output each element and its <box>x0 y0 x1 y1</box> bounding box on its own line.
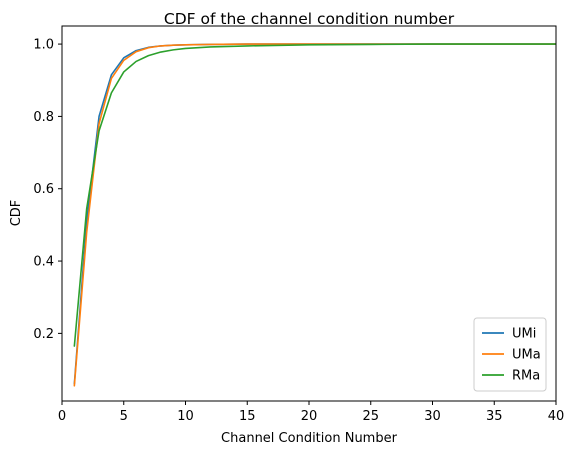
y-tick-label: 0.8 <box>33 110 54 125</box>
series-line-rma <box>73 43 556 347</box>
y-tick-label: 0.6 <box>33 182 54 197</box>
x-tick-label: 30 <box>424 409 441 424</box>
x-tick-label: 15 <box>239 409 256 424</box>
chart-title: CDF of the channel condition number <box>164 10 455 28</box>
x-tick-label: 40 <box>548 409 565 424</box>
x-tick-label: 35 <box>486 409 503 424</box>
x-tick-label: 10 <box>177 409 194 424</box>
x-axis-label: Channel Condition Number <box>221 431 398 446</box>
legend-label-rma: RMa <box>512 369 540 384</box>
axis-ticks: 0 5 10 15 20 25 30 35 40 0.2 0.4 0.6 0.8 1.0 <box>33 38 564 424</box>
y-axis-label: CDF <box>9 200 24 227</box>
legend-label-uma: UMa <box>512 348 541 363</box>
legend-frame <box>473 317 547 392</box>
x-tick-label: 0 <box>58 409 66 424</box>
x-tick-label: 5 <box>120 409 128 424</box>
legend: UMi UMa RMa <box>473 317 547 392</box>
y-tick-label: 0.2 <box>33 327 54 342</box>
x-tick-label: 25 <box>362 409 379 424</box>
y-tick-label: 0.4 <box>33 255 54 270</box>
y-tick-label: 1.0 <box>33 38 54 53</box>
plot-area <box>73 43 556 387</box>
x-tick-label: 20 <box>301 409 318 424</box>
legend-label-umi: UMi <box>512 327 536 342</box>
